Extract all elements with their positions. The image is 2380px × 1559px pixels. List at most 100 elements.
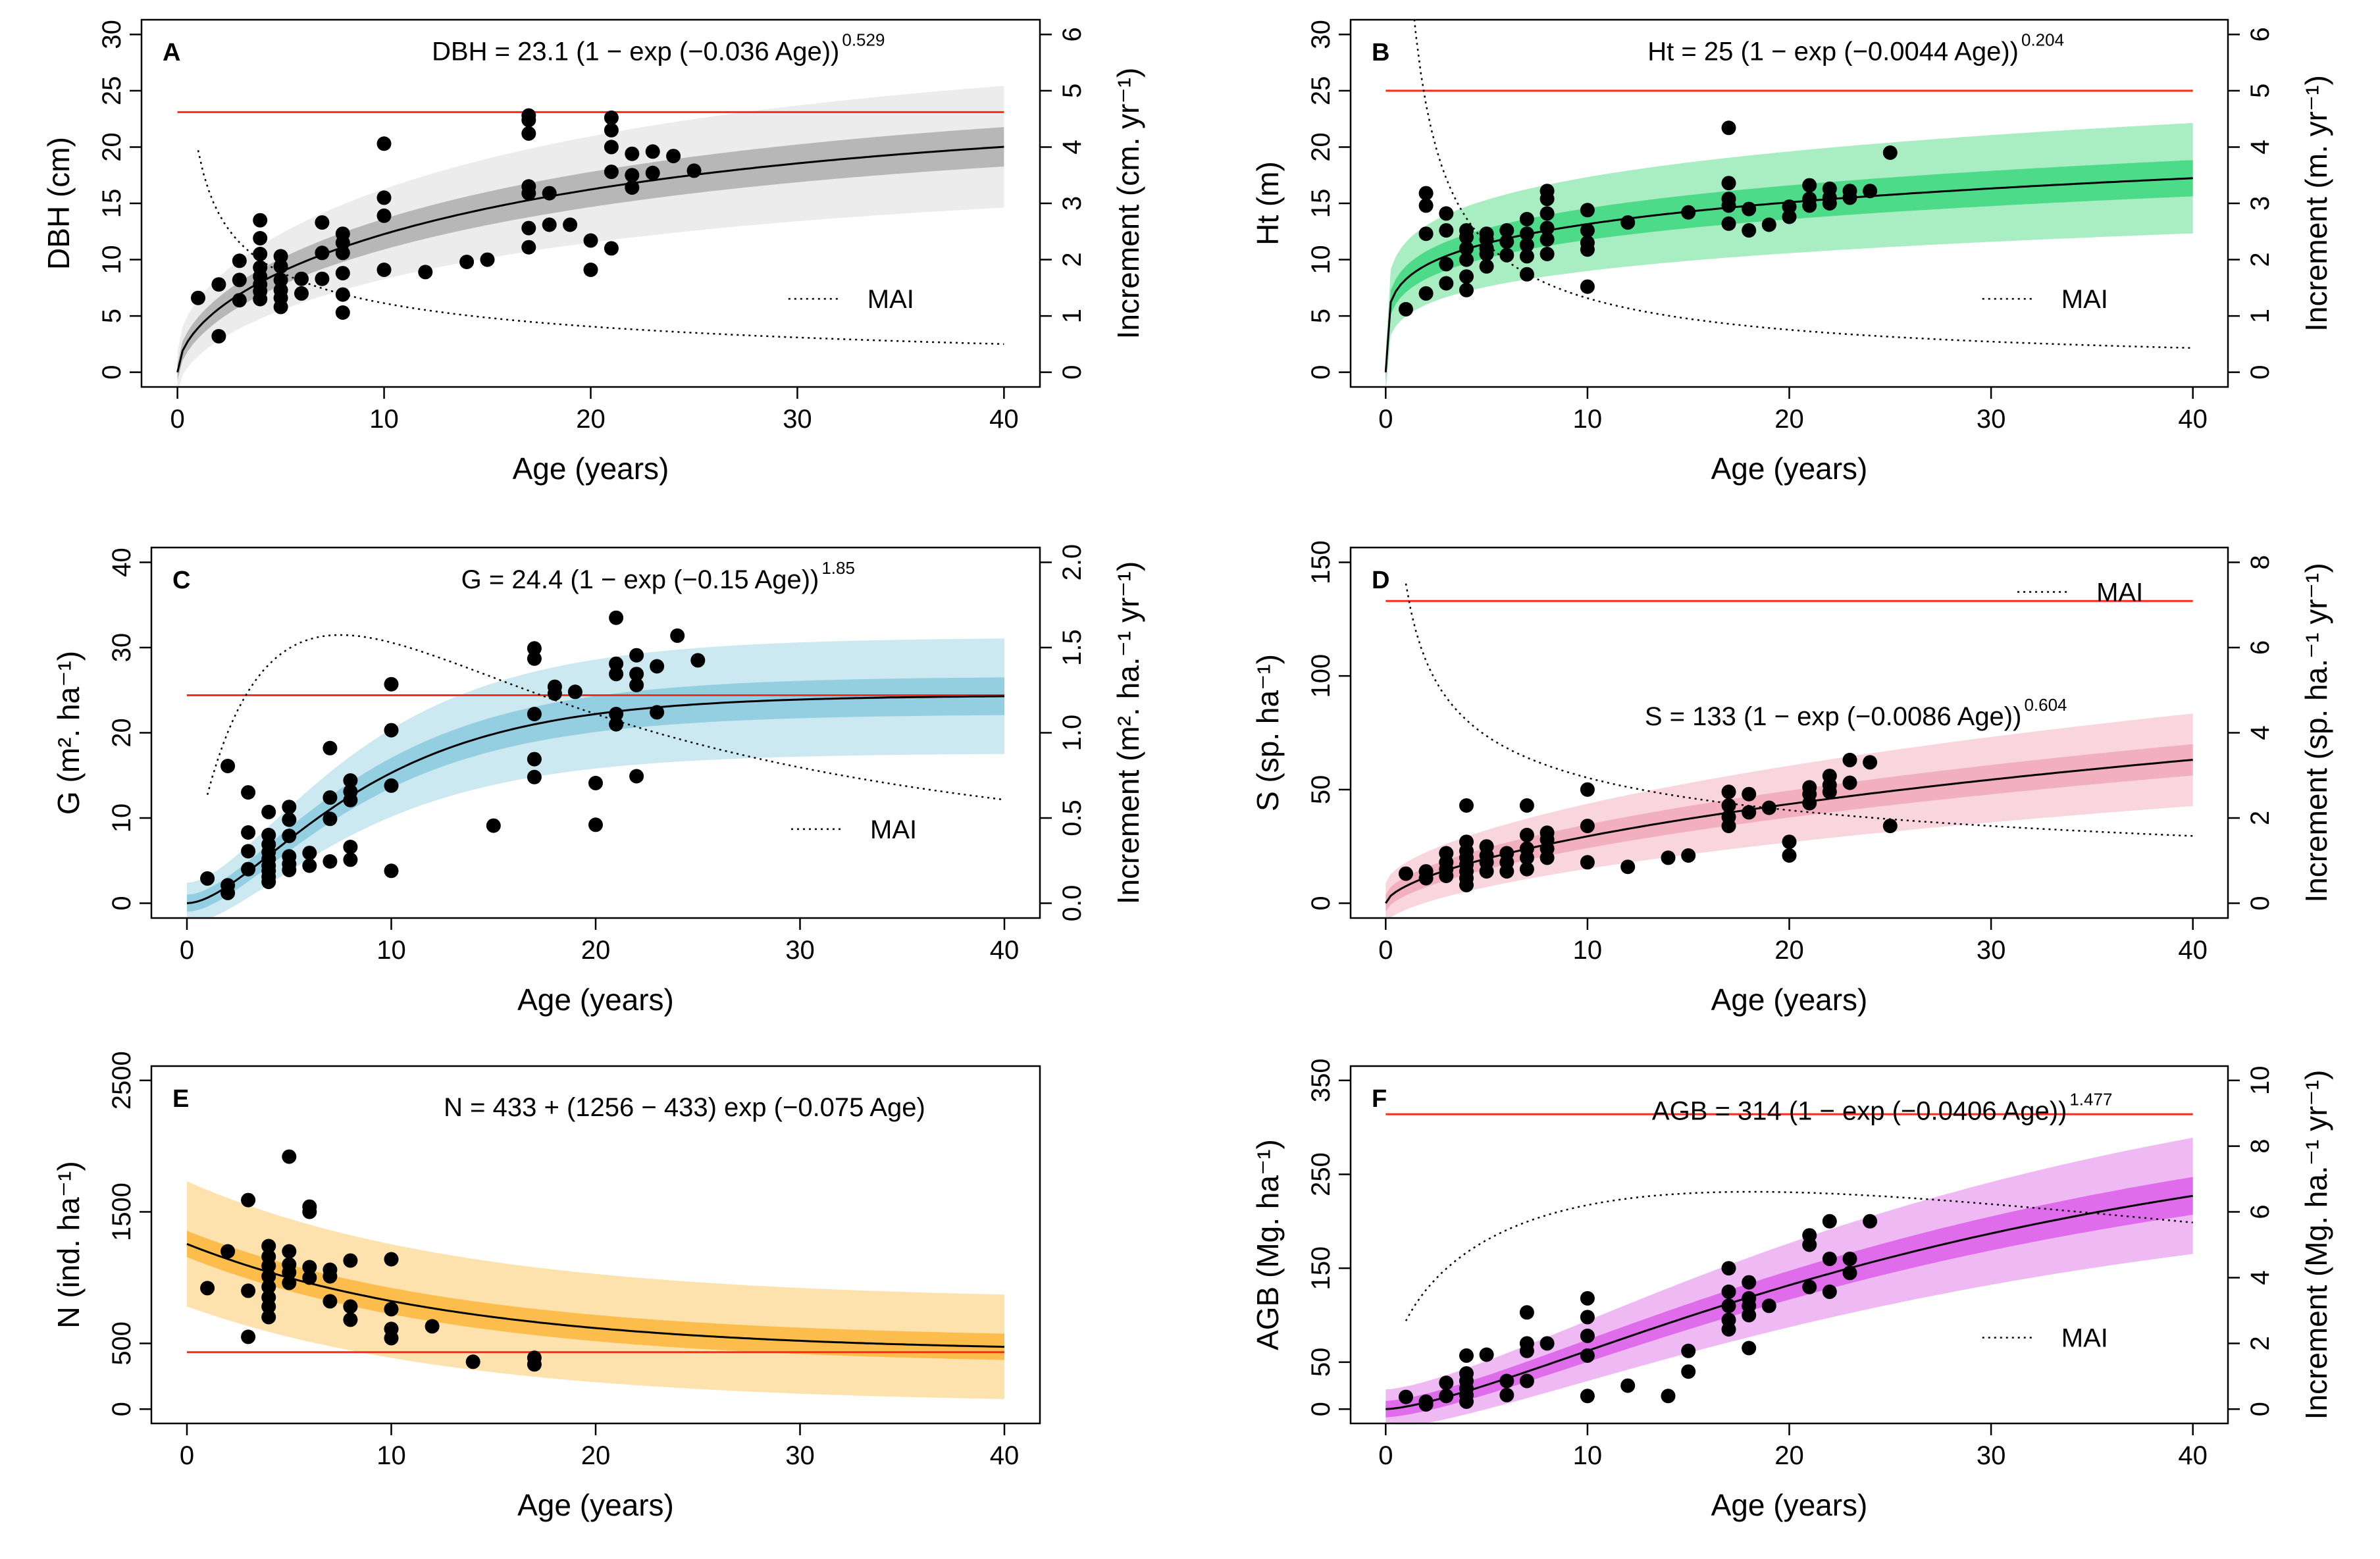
data-point — [232, 253, 247, 268]
data-point — [629, 678, 644, 692]
data-point — [273, 282, 288, 297]
data-point — [241, 1192, 256, 1208]
data-point — [261, 804, 276, 819]
data-point — [465, 1354, 480, 1369]
data-point — [670, 628, 685, 643]
data-point — [335, 305, 350, 320]
data-point — [563, 217, 578, 232]
x-tick-label: 20 — [1774, 936, 1804, 965]
data-point — [220, 878, 236, 893]
data-point — [1539, 220, 1555, 236]
data-point — [335, 226, 350, 242]
data-point — [211, 277, 226, 292]
data-point — [609, 707, 624, 721]
y2-tick-label: 5 — [2246, 84, 2275, 98]
data-point — [583, 263, 598, 277]
y2-tick-label: 3 — [1058, 196, 1087, 211]
y-tick-label: 20 — [1306, 132, 1335, 162]
data-point — [282, 829, 297, 844]
x-tick-label: 0 — [1378, 936, 1393, 965]
data-point — [1459, 1348, 1474, 1363]
x-tick-label: 40 — [990, 1441, 1020, 1470]
y2-tick-label: 2.0 — [1058, 544, 1087, 581]
mai-curve — [1413, 20, 2193, 349]
y-tick-label: 40 — [107, 548, 136, 577]
panel-label: C — [172, 567, 190, 594]
data-point — [1721, 1312, 1736, 1327]
data-point — [527, 641, 542, 656]
data-point — [1782, 199, 1797, 215]
data-point — [282, 812, 297, 827]
data-point — [323, 790, 338, 805]
x-axis-label: Age (years) — [517, 1488, 674, 1522]
data-point — [384, 723, 399, 738]
data-point — [650, 659, 665, 674]
data-point — [1580, 203, 1595, 218]
data-point — [323, 811, 338, 827]
y2-tick-label: 4 — [2246, 1270, 2275, 1285]
data-point — [261, 1269, 276, 1284]
data-point — [1802, 780, 1817, 795]
data-point — [542, 217, 557, 232]
data-point — [211, 328, 226, 344]
data-point — [1822, 1284, 1837, 1299]
data-point — [1882, 819, 1898, 834]
data-point — [1681, 205, 1696, 220]
equation: DBH = 23.1 (1 − exp (−0.036 Age)) — [432, 37, 839, 66]
data-point — [1399, 866, 1413, 881]
data-point — [425, 1319, 440, 1334]
y-axis-label: Ht (m) — [1251, 161, 1285, 245]
data-point — [1661, 1389, 1676, 1404]
data-point — [625, 146, 640, 161]
data-point — [1661, 850, 1676, 865]
x-tick-label: 10 — [1573, 405, 1603, 434]
y-tick-label: 15 — [1306, 189, 1335, 218]
data-point — [1519, 267, 1534, 282]
y-tick-label: 5 — [1306, 309, 1335, 323]
x-axis-label: Age (years) — [513, 451, 669, 486]
y2-tick-label: 4 — [2246, 725, 2275, 740]
data-point — [1882, 145, 1898, 160]
data-point — [1519, 841, 1534, 856]
data-point — [1539, 184, 1555, 199]
data-point — [343, 1299, 358, 1314]
x-axis-label: Age (years) — [1711, 1488, 1868, 1522]
data-point — [282, 1149, 297, 1164]
plot-area — [1385, 583, 2193, 918]
y2-tick-label: 8 — [2246, 555, 2275, 569]
y-tick-label: 100 — [1306, 654, 1335, 698]
data-point — [629, 648, 644, 663]
data-point — [1721, 784, 1736, 800]
x-tick-label: 30 — [1977, 1441, 2006, 1470]
y-tick-label: 20 — [107, 718, 136, 748]
data-point — [1822, 181, 1837, 196]
data-point — [1620, 215, 1636, 230]
y-tick-label: 0 — [97, 365, 126, 380]
data-point — [521, 126, 536, 141]
data-point — [1439, 1375, 1454, 1391]
data-point — [1620, 859, 1636, 875]
data-point — [418, 265, 433, 280]
y-axis-label: G (m². ha⁻¹) — [51, 651, 86, 815]
equation: G = 24.4 (1 − exp (−0.15 Age)) — [461, 565, 819, 594]
mai-curve — [197, 150, 1004, 345]
data-point — [588, 775, 603, 790]
data-point — [666, 149, 681, 164]
y-tick-label: 25 — [1306, 76, 1335, 106]
panel-e: 0 10 20 30 40 0 500 1500 2500 Age (years) N (ind. … — [51, 1051, 1041, 1522]
y2-axis-label: Increment (m. yr⁻¹) — [2299, 75, 2333, 332]
y-tick-label: 0 — [1306, 896, 1335, 910]
data-point — [609, 717, 624, 732]
data-point — [1822, 1251, 1837, 1266]
data-point — [1499, 247, 1514, 263]
data-point — [261, 827, 276, 842]
data-point — [609, 667, 624, 682]
data-point — [1721, 120, 1736, 136]
y2-tick-label: 2 — [2246, 252, 2275, 267]
data-point — [1399, 1389, 1413, 1404]
data-point — [220, 759, 236, 773]
data-point — [343, 840, 358, 854]
data-point — [1418, 864, 1434, 879]
data-point — [1721, 809, 1736, 825]
